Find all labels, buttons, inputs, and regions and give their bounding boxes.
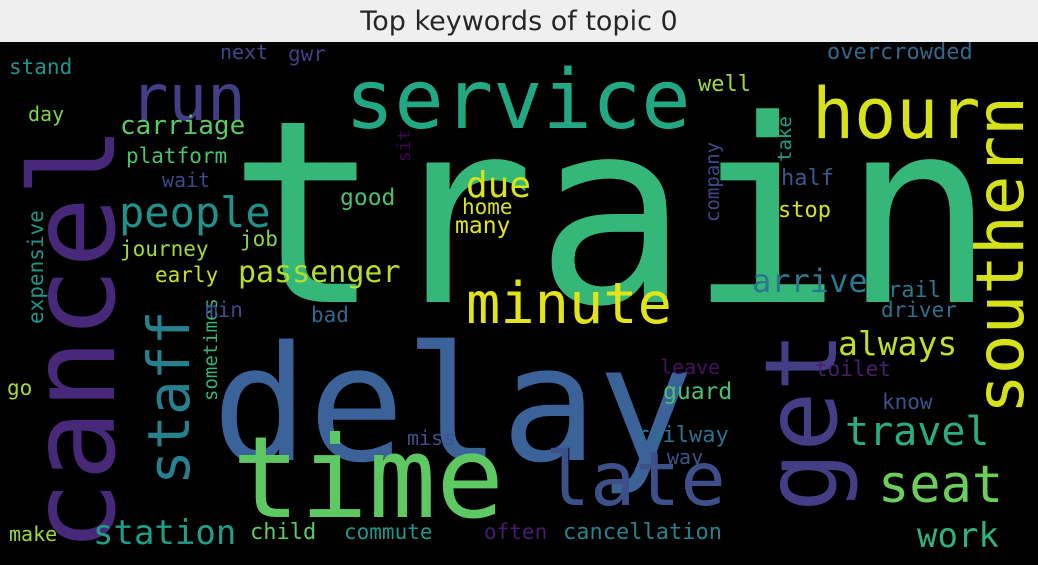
word-toilet: toilet xyxy=(815,357,891,381)
word-well: well xyxy=(698,72,751,97)
word-stop: stop xyxy=(778,198,831,223)
word-company: company xyxy=(702,141,724,222)
word-min: min xyxy=(205,298,243,322)
word-bad: bad xyxy=(311,303,349,327)
word-staff: staff xyxy=(135,310,203,485)
word-people: people xyxy=(119,188,271,237)
word-passenger: passenger xyxy=(238,255,401,290)
word-way: way xyxy=(667,445,704,469)
word-know: know xyxy=(882,390,933,414)
chart-title: Top keywords of topic 0 xyxy=(360,6,678,37)
word-miss: miss xyxy=(407,426,456,450)
word-commute: commute xyxy=(344,520,433,544)
word-run: run xyxy=(130,62,246,136)
word-seat: seat xyxy=(878,455,1004,515)
word-next: next xyxy=(220,42,269,64)
word-rail: rail xyxy=(888,278,941,303)
word-cloud: train delay time get cancel service hour late mi… xyxy=(0,42,1038,565)
word-day: day xyxy=(28,102,65,126)
word-journey: journey xyxy=(120,237,209,261)
word-cancellation: cancellation xyxy=(563,520,722,545)
word-minute: minute xyxy=(466,271,672,337)
word-cancel: cancel xyxy=(4,125,142,552)
word-often: often xyxy=(484,520,548,544)
word-driver: driver xyxy=(881,298,957,322)
word-platform: platform xyxy=(126,144,228,168)
word-due: due xyxy=(466,165,532,206)
word-home: home xyxy=(462,195,513,219)
word-late: late xyxy=(545,435,726,523)
word-railway: railway xyxy=(636,423,729,448)
word-guard: guard xyxy=(663,379,733,405)
word-overcrowded: overcrowded xyxy=(827,42,973,65)
word-time: time xyxy=(232,412,505,544)
word-sit: sit xyxy=(394,129,415,162)
word-station: station xyxy=(93,513,237,553)
word-good: good xyxy=(340,185,396,211)
word-train: train xyxy=(228,66,996,363)
word-go: go xyxy=(7,376,33,400)
word-half: half xyxy=(781,166,834,191)
word-take: take xyxy=(774,116,796,162)
word-delay: delay xyxy=(212,311,694,498)
word-make: make xyxy=(9,522,58,546)
word-child: child xyxy=(250,520,317,545)
word-work: work xyxy=(917,516,999,556)
word-always: always xyxy=(838,324,958,363)
word-arrive: arrive xyxy=(752,262,868,300)
word-job: job xyxy=(240,227,278,251)
word-service: service xyxy=(345,53,691,148)
word-travel: travel xyxy=(845,409,990,455)
word-many: many xyxy=(455,213,511,239)
word-southern: southern xyxy=(962,96,1038,414)
word-expensive: expensive xyxy=(24,210,48,324)
word-wait: wait xyxy=(162,168,211,192)
word-stand: stand xyxy=(9,55,73,79)
word-early: early xyxy=(155,263,219,287)
word-gwr: gwr xyxy=(288,42,326,66)
word-hour: hour xyxy=(812,73,981,155)
word-leave: leave xyxy=(660,355,721,379)
word-carriage: carriage xyxy=(120,111,246,141)
